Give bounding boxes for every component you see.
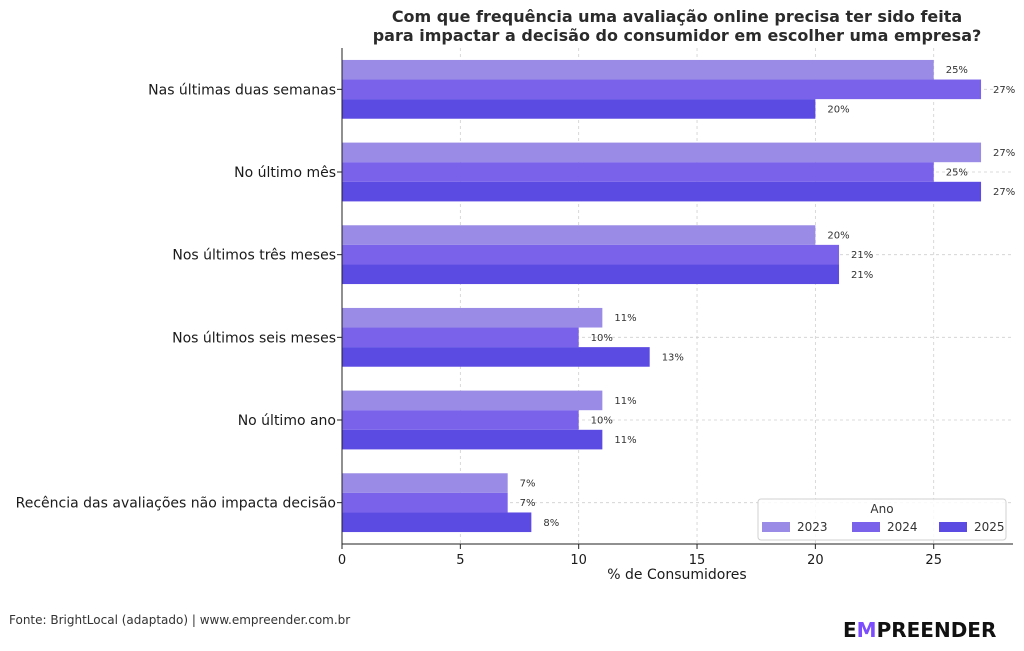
legend-entry: 2024 <box>887 520 918 534</box>
data-label: 27% <box>993 85 1015 96</box>
data-label: 20% <box>827 104 849 115</box>
bar <box>342 390 603 411</box>
brand-logo: EMPREENDER <box>843 618 996 642</box>
bar <box>342 429 603 450</box>
category-labels: Nas últimas duas semanas No último mês Nos… <box>16 82 342 512</box>
chart-title-line-2: para impactar a decisão do consumidor em… <box>373 26 982 45</box>
x-tick-label: 0 <box>338 553 346 568</box>
x-tick-label: 25 <box>925 553 942 568</box>
bar <box>342 327 579 348</box>
bar <box>342 307 603 328</box>
data-label: 27% <box>993 148 1015 159</box>
category-label: No último mês <box>234 165 336 181</box>
data-label: 27% <box>993 187 1015 198</box>
data-label: 11% <box>614 396 636 407</box>
x-tick-label: 10 <box>570 553 587 568</box>
category-label: Nos últimos três meses <box>172 248 336 264</box>
data-label: 10% <box>591 333 613 344</box>
chart-title-line-1: Com que frequência uma avaliação online … <box>392 7 962 26</box>
brand-logo-part: E <box>843 618 857 642</box>
legend-entry: 2023 <box>797 520 828 534</box>
legend-swatch <box>939 522 967 532</box>
bar <box>342 410 579 430</box>
bar <box>342 79 982 100</box>
x-ticks: 0 5 10 15 20 25 <box>338 544 942 568</box>
bar <box>342 181 982 202</box>
category-label: Nos últimos seis meses <box>172 330 336 346</box>
data-label: 11% <box>614 313 636 324</box>
bar <box>342 492 508 513</box>
data-label: 10% <box>591 416 613 427</box>
bar <box>342 512 532 533</box>
data-label: 11% <box>614 435 636 446</box>
x-tick-label: 5 <box>456 553 464 568</box>
grid <box>341 48 1013 544</box>
data-label: 20% <box>827 231 849 242</box>
data-label: 8% <box>543 518 559 529</box>
x-tick-label: 15 <box>689 553 706 568</box>
bar <box>342 225 816 245</box>
source-footer: Fonte: BrightLocal (adaptado) | www.empr… <box>9 613 351 627</box>
legend: Ano 2023 2024 2025 <box>757 498 1007 541</box>
category-label: No último ano <box>238 413 336 429</box>
brand-logo-part: PREENDER <box>876 618 997 642</box>
legend-swatch <box>762 522 790 532</box>
legend-title: Ano <box>870 502 893 516</box>
data-label: 25% <box>946 65 968 76</box>
bars <box>342 59 982 533</box>
data-label: 21% <box>851 270 873 281</box>
x-axis-label: % de Consumidores <box>607 567 746 583</box>
data-label: 7% <box>520 498 536 509</box>
chart-title: Com que frequência uma avaliação online … <box>373 7 982 45</box>
data-label: 21% <box>851 250 873 261</box>
data-label: 13% <box>662 352 684 363</box>
bar <box>342 162 934 182</box>
bar <box>342 347 650 367</box>
legend-entry: 2025 <box>974 520 1005 534</box>
category-label: Recência das avaliações não impacta deci… <box>16 496 336 512</box>
data-labels: 25%27%20%27%25%27%20%21%21%11%10%13%11%1… <box>520 65 1016 529</box>
axes <box>341 48 1013 545</box>
x-tick-label: 20 <box>807 553 824 568</box>
category-label: Nas últimas duas semanas <box>148 82 336 98</box>
data-label: 25% <box>946 168 968 179</box>
bar <box>342 473 508 493</box>
bar <box>342 142 982 163</box>
bar <box>342 264 840 285</box>
legend-swatch <box>852 522 880 532</box>
bar <box>342 99 816 119</box>
brand-logo-part: M <box>856 618 877 642</box>
data-label: 7% <box>520 479 536 490</box>
bar <box>342 59 934 80</box>
bar <box>342 244 840 265</box>
